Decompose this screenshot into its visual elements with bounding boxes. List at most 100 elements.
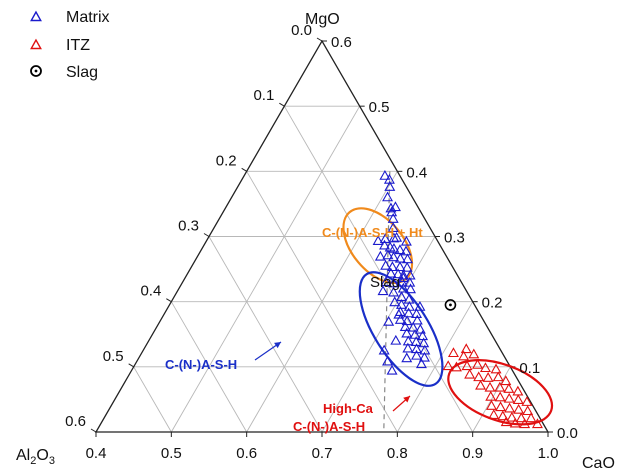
tick-mark-al2o3	[316, 37, 323, 42]
point-matrix	[411, 314, 423, 325]
point-matrix	[400, 235, 412, 246]
point-matrix	[386, 364, 398, 375]
tick-label-cao: 0.7	[312, 445, 333, 462]
point-itz	[461, 360, 473, 371]
point-itz	[482, 371, 494, 382]
point-matrix	[418, 351, 430, 362]
arrow-high-ca-head	[403, 396, 410, 403]
point-itz	[500, 375, 512, 386]
annotation-cash: C-(N-)A-S-H	[165, 357, 237, 372]
point-matrix	[379, 239, 391, 250]
point-itz	[503, 392, 515, 403]
point-matrix	[380, 259, 392, 270]
axis-title-al2o3-sub2: 3	[49, 455, 55, 467]
grid-line-cao	[472, 366, 511, 433]
point-matrix	[390, 334, 402, 345]
point-itz	[500, 416, 512, 427]
point-itz	[512, 385, 524, 396]
point-itz	[458, 350, 470, 361]
annotation-high-ca-cash: C-(N-)A-S-H	[293, 419, 365, 434]
point-matrix	[411, 343, 423, 354]
axis-title-al2o3-text: Al	[16, 447, 30, 464]
grid-line-al2o3	[283, 105, 474, 433]
triangle-frame	[90, 37, 553, 437]
axis-title-cao: CaO	[582, 455, 615, 472]
point-itz	[442, 360, 454, 371]
tick-label-mgo: 0.0	[557, 425, 578, 442]
ellipse-cash	[358, 271, 444, 387]
arrow-cash-head	[274, 342, 281, 349]
point-itz	[495, 401, 507, 412]
tick-label-cao: 0.9	[462, 445, 483, 462]
point-matrix	[387, 222, 399, 232]
tick-label-al2o3: 0.4	[140, 283, 161, 300]
tick-label-al2o3: 0.3	[178, 218, 199, 235]
legend-marker-slag	[30, 65, 42, 77]
point-itz	[486, 400, 497, 410]
legend-marker-matrix	[30, 10, 42, 22]
point-matrix	[385, 267, 397, 278]
point-matrix	[384, 181, 396, 191]
tick-label-cao: 0.8	[387, 445, 408, 462]
tick-mark-al2o3	[166, 298, 172, 303]
tick-mark-al2o3	[128, 363, 134, 368]
point-itz	[531, 418, 543, 429]
point-matrix	[403, 307, 415, 318]
axis-title-al2o3-sub: 2	[30, 455, 36, 467]
point-matrix	[414, 300, 426, 311]
point-matrix	[394, 261, 406, 272]
axis-title-al2o3-text2: O	[36, 447, 48, 464]
point-matrix	[382, 191, 394, 202]
point-matrix	[397, 282, 409, 293]
point-itz	[515, 412, 527, 423]
point-matrix	[405, 283, 417, 294]
grid-line-al2o3	[208, 236, 323, 433]
annotation-high-ca: High-Ca	[323, 401, 374, 416]
legend: Matrix ITZ Slag	[30, 9, 110, 81]
legend-label-matrix: Matrix	[66, 9, 110, 26]
tick-label-mgo: 0.2	[482, 295, 503, 312]
point-matrix	[393, 308, 405, 319]
point-itz	[473, 371, 485, 382]
point-itz	[494, 381, 506, 392]
tick-label-mgo: 0.6	[331, 34, 352, 51]
point-itz	[497, 410, 509, 421]
legend-label-itz: ITZ	[66, 37, 90, 54]
point-matrix	[383, 315, 395, 326]
grid-line-cao	[170, 105, 361, 433]
annotation-arrows	[254, 341, 411, 412]
point-itz	[509, 417, 521, 428]
point-matrix	[389, 296, 401, 307]
point-matrix	[411, 349, 423, 360]
point-itz	[468, 348, 480, 359]
legend-marker-itz	[30, 38, 42, 50]
tick-label-al2o3: 0.5	[103, 348, 124, 365]
tick-label-cao: 0.5	[161, 445, 182, 462]
legend-marker-slag-dot	[34, 69, 38, 73]
point-itz	[525, 412, 537, 423]
point-slag-dot	[449, 303, 452, 307]
point-slag	[444, 299, 457, 311]
point-itz	[464, 368, 476, 379]
tick-label-mgo: 0.1	[519, 360, 540, 377]
grid-line-al2o3	[170, 301, 248, 433]
point-matrix	[397, 272, 409, 283]
point-matrix	[401, 352, 413, 363]
point-matrix	[378, 344, 390, 355]
point-matrix	[407, 321, 419, 332]
guide-line	[383, 171, 391, 433]
point-itz	[506, 411, 518, 422]
point-itz	[521, 396, 533, 406]
point-matrix	[401, 261, 413, 272]
point-matrix	[388, 286, 400, 297]
point-matrix	[379, 169, 391, 180]
tick-labels: 0.4 0.5 0.6 0.7 0.8 0.9 1.0 0.0 0.1 0.2 0.3 0.4 0.5 0…	[65, 22, 578, 462]
annotation-cash-ht: C-(N-)A-S-H + Ht	[322, 225, 423, 240]
tick-label-al2o3: 0.6	[65, 413, 86, 430]
point-matrix	[382, 249, 394, 260]
point-matrix	[382, 355, 394, 366]
point-itz	[447, 347, 459, 358]
grid-line-al2o3	[246, 171, 398, 433]
point-itz	[503, 383, 515, 393]
grid-line-cao	[396, 301, 474, 433]
